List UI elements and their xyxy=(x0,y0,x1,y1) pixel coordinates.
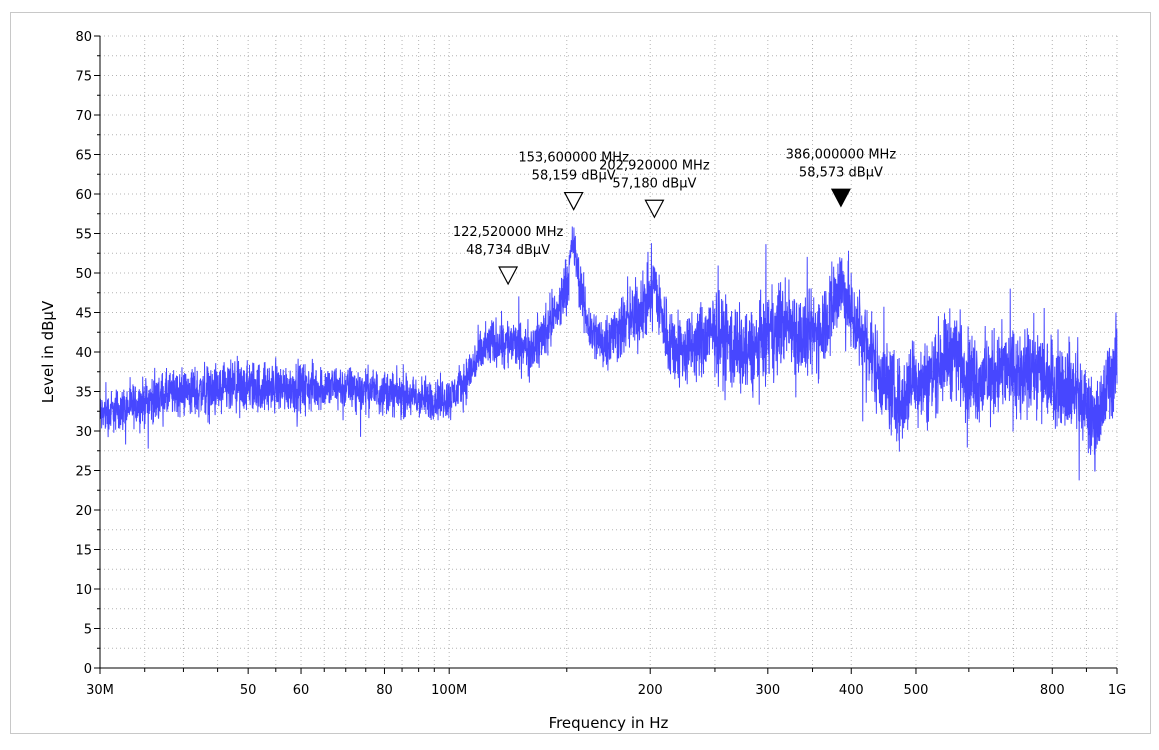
peak-markers: 122,520000 MHz 48,734 dBµV 153,600000 MHz 5… xyxy=(453,147,897,286)
x-tick-label: 1G xyxy=(1108,683,1126,698)
marker-frequency-label: 202,920000 MHz xyxy=(599,158,710,173)
x-tick-label: 100M xyxy=(431,683,467,698)
y-tick-label: 30 xyxy=(75,425,92,440)
x-tick-label: 800 xyxy=(1040,683,1065,698)
y-tick-label: 0 xyxy=(84,662,92,677)
marker-frequency-label: 386,000000 MHz xyxy=(786,147,897,162)
y-tick-label: 70 xyxy=(75,109,92,124)
marker-triangle xyxy=(644,199,665,219)
x-tick-label: 500 xyxy=(904,683,929,698)
marker-level-label: 48,734 dBµV xyxy=(466,243,550,258)
x-tick-label: 60 xyxy=(293,683,310,698)
y-tick-label: 10 xyxy=(75,583,92,598)
marker-frequency-label: 153,600000 MHz xyxy=(518,151,629,166)
x-tick-label: 80 xyxy=(376,683,393,698)
y-tick-label: 75 xyxy=(75,70,92,85)
marker-triangle xyxy=(498,266,519,286)
emission-spectrum-chart: 0 5 10 15 20 25 30 35 40 45 50 55 60 65 70 75 80 30M 50 60… xyxy=(39,30,1126,732)
y-axis-ticks: 0 5 10 15 20 25 30 35 40 45 50 55 60 65 70 75 80 xyxy=(75,30,100,677)
y-tick-label: 25 xyxy=(75,465,92,480)
marker-level-label: 58,573 dBµV xyxy=(799,165,883,180)
y-tick-label: 60 xyxy=(75,188,92,203)
marker-triangle xyxy=(830,188,851,208)
marker-level-label: 57,180 dBµV xyxy=(612,176,696,191)
y-tick-label: 80 xyxy=(75,30,92,45)
x-tick-label: 50 xyxy=(240,683,257,698)
trace-path xyxy=(99,226,1118,481)
y-tick-label: 20 xyxy=(75,504,92,519)
x-tick-label: 30M xyxy=(86,683,114,698)
y-tick-label: 50 xyxy=(75,267,92,282)
y-axis-title: Level in dBµV xyxy=(39,300,57,403)
y-tick-label: 35 xyxy=(75,386,92,401)
marker-triangle xyxy=(563,191,584,211)
chart-frame: 0 5 10 15 20 25 30 35 40 45 50 55 60 65 70 75 80 30M 50 60… xyxy=(10,12,1151,734)
x-tick-label: 200 xyxy=(638,683,663,698)
x-tick-label: 400 xyxy=(839,683,864,698)
y-tick-label: 40 xyxy=(75,346,92,361)
y-tick-label: 65 xyxy=(75,149,92,164)
y-tick-label: 45 xyxy=(75,307,92,322)
y-tick-label: 15 xyxy=(75,544,92,559)
x-axis-title: Frequency in Hz xyxy=(549,714,669,732)
x-tick-label: 300 xyxy=(755,683,780,698)
x-axis-ticks: 30M 50 60 80 100M 200 300 400 500 800 1G xyxy=(86,668,1126,698)
y-tick-label: 5 xyxy=(84,623,92,638)
spectrum-trace xyxy=(99,226,1118,481)
y-tick-label: 55 xyxy=(75,228,92,243)
marker-frequency-label: 122,520000 MHz xyxy=(453,225,564,240)
marker-level-label: 58,159 dBµV xyxy=(532,169,616,184)
